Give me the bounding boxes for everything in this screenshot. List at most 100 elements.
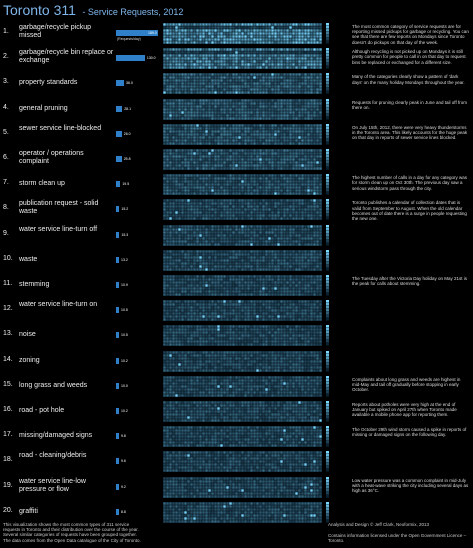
heatmap-cell (319, 113, 322, 117)
heatmap-cell (274, 275, 277, 278)
heatmap-cell (238, 101, 241, 105)
heatmap-cell (244, 38, 247, 41)
heatmap-cell (181, 73, 184, 77)
heatmap-cell (190, 253, 193, 256)
heatmap-cell (247, 41, 250, 44)
heatmap-cell (217, 287, 220, 290)
heatmap-cell (235, 152, 238, 155)
heatmap-cell (280, 331, 283, 335)
heatmap-cell (286, 152, 289, 155)
heatmap-cell (253, 161, 256, 164)
heatmap-cell (295, 293, 298, 296)
heatmap-cell (310, 205, 313, 209)
heatmap-cell (172, 91, 175, 95)
heatmap-cell (241, 208, 244, 212)
heatmap-cell (241, 202, 244, 206)
heatmap-cell (319, 133, 322, 136)
heatmap-cell (247, 208, 250, 212)
heatmap-cell (193, 130, 196, 133)
heatmap-cell (190, 133, 193, 136)
heatmap-cell (214, 256, 217, 259)
heatmap-cell (298, 303, 301, 306)
heatmap-cell (172, 250, 175, 253)
heatmap-cell (220, 325, 223, 329)
heatmap-cell (193, 136, 196, 139)
heatmap-cell (241, 293, 244, 296)
heatmap-cell (316, 202, 319, 206)
heatmap-cell (295, 82, 298, 86)
heatmap-cell (280, 177, 283, 180)
heatmap-cell (184, 155, 187, 158)
heatmap-cell (172, 214, 175, 218)
heatmap-cell (268, 79, 271, 83)
heatmap-cell (217, 82, 220, 86)
heatmap-cell (289, 124, 292, 127)
heatmap-cell (247, 300, 250, 303)
heatmap-cell (319, 262, 322, 265)
heatmap-cell (280, 35, 283, 38)
heatmap-cell (187, 202, 190, 206)
heatmap-cell (313, 85, 316, 89)
heatmap-cell (208, 303, 211, 306)
heatmap-cell (166, 315, 169, 318)
heatmap-cell (265, 227, 268, 231)
heatmap-cell (298, 155, 301, 158)
heatmap-cell (172, 340, 175, 344)
category-rank: 3. (3, 78, 9, 86)
heatmap-cell (313, 73, 316, 77)
heatmap-cell (286, 23, 289, 26)
heatmap-cell (307, 259, 310, 262)
heatmap-cell (271, 180, 274, 183)
heatmap-cell (283, 337, 286, 341)
heatmap-cell (163, 236, 166, 240)
heatmap-cell (235, 250, 238, 253)
heatmap-cell (178, 205, 181, 209)
heatmap-cell (187, 136, 190, 139)
heatmap-cell (244, 60, 247, 63)
heatmap-cell (199, 208, 202, 212)
heatmap-cell (274, 300, 277, 303)
requests-per-day-bar (116, 206, 120, 213)
heatmap-cell (193, 88, 196, 92)
heatmap-cell (217, 85, 220, 89)
heatmap-cell (283, 199, 286, 203)
heatmap-cell (169, 318, 172, 321)
heatmap-cell (247, 155, 250, 158)
heatmap-cell (292, 303, 295, 306)
heatmap-cell (223, 281, 226, 284)
heatmap-cell (274, 32, 277, 35)
heatmap-cell (229, 136, 232, 139)
heatmap-cell (265, 174, 268, 177)
heatmap-cell (238, 35, 241, 38)
heatmap-cell (316, 88, 319, 92)
heatmap-cell (277, 180, 280, 183)
heatmap-cell (295, 66, 298, 69)
heatmap-cell (259, 54, 262, 57)
heatmap-cell (271, 152, 274, 155)
heatmap-cell (247, 48, 250, 51)
heatmap-cell (208, 230, 211, 234)
heatmap-cell (268, 167, 271, 170)
heatmap-cell (298, 183, 301, 186)
heatmap-cell (253, 334, 256, 338)
heatmap-cell (250, 309, 253, 312)
heatmap-cell (295, 104, 298, 108)
heatmap-cell (298, 133, 301, 136)
heatmap-cell (241, 63, 244, 66)
heatmap-cell (187, 152, 190, 155)
heatmap-cell (268, 136, 271, 139)
heatmap-cell (289, 76, 292, 80)
heatmap-cell (220, 312, 223, 315)
heatmap-cell (196, 328, 199, 332)
heatmap-cell (253, 127, 256, 130)
heatmap-cell (316, 130, 319, 133)
heatmap-cell (253, 211, 256, 215)
heatmap-cell (235, 164, 238, 167)
heatmap-cell (238, 161, 241, 164)
scale-swatch (326, 113, 329, 117)
heatmap-cell (304, 35, 307, 38)
heatmap-cell (166, 136, 169, 139)
heatmap-cell (163, 183, 166, 186)
heatmap-cell (277, 158, 280, 161)
heatmap-cell (226, 82, 229, 86)
